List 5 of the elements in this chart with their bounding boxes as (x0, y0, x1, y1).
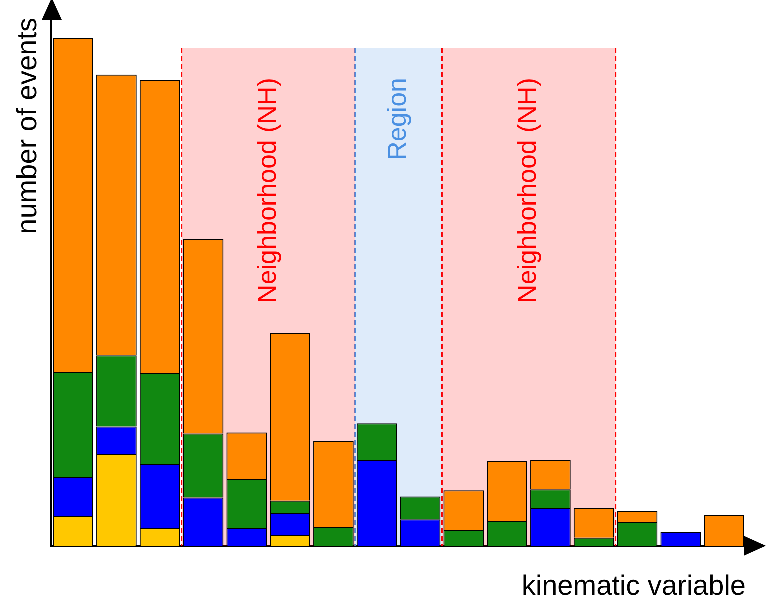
annotation: Neighborhood (NH) (252, 78, 282, 304)
y-axis-title: number of events (12, 18, 43, 234)
annotation: Region (382, 78, 412, 160)
annotation: Neighborhood (NH) (512, 78, 542, 304)
x-axis-title: kinematic variable (522, 570, 746, 601)
